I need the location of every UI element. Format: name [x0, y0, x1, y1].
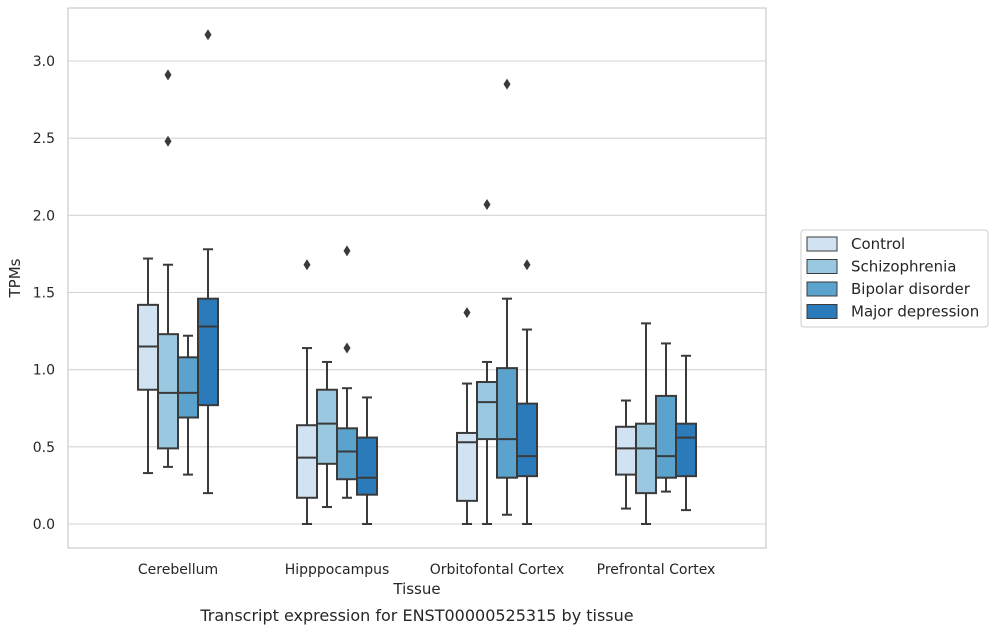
box — [137, 257, 159, 475]
box — [197, 29, 219, 495]
y-axis-label: TPMs — [6, 258, 24, 298]
series-schizophrenia — [157, 69, 657, 525]
outlier-point — [204, 29, 212, 41]
y-tick-label: 0.0 — [33, 517, 55, 533]
box-body — [316, 388, 338, 465]
legend-item: Control — [806, 235, 905, 253]
legend-label: Schizophrenia — [851, 258, 956, 276]
x-tick-label: Orbitofontal Cortex — [430, 562, 565, 578]
legend-label: Bipolar disorder — [851, 280, 971, 298]
outlier-point — [164, 69, 172, 81]
outlier-point — [503, 78, 511, 90]
legend-frame — [800, 229, 989, 328]
y-tick-label: 1.0 — [33, 363, 55, 379]
legend-item: Major depression — [806, 303, 979, 321]
legend-item: Bipolar disorder — [806, 280, 971, 298]
y-tick-label: 1.5 — [33, 286, 55, 302]
x-tick-label: Cerebellum — [138, 562, 218, 578]
box — [675, 354, 697, 512]
box-body — [635, 422, 657, 495]
box-body — [496, 367, 518, 479]
box-body — [675, 422, 697, 478]
x-axis-label: Tissue — [392, 580, 440, 598]
plot-frame — [67, 7, 767, 549]
outlier-point — [343, 245, 351, 257]
box — [356, 396, 378, 525]
outlier-point — [164, 135, 172, 147]
legend-swatch — [806, 236, 838, 252]
outlier-point — [303, 259, 311, 271]
x-tick-label: Hipppocampus — [285, 562, 390, 578]
y-tick-label: 2.0 — [33, 208, 55, 224]
x-tick-label: Prefrontal Cortex — [597, 562, 716, 578]
legend-swatch — [806, 281, 838, 297]
legend-swatch — [806, 259, 838, 274]
legend-item: Schizophrenia — [806, 258, 956, 276]
box-body — [296, 424, 318, 499]
y-tick-label: 0.5 — [33, 440, 55, 456]
box — [635, 322, 657, 525]
box — [516, 259, 538, 525]
box — [316, 360, 338, 509]
box-body — [177, 356, 199, 419]
legend-swatch — [806, 304, 838, 319]
box — [496, 78, 518, 516]
box — [456, 307, 478, 525]
outlier-point — [483, 199, 491, 211]
box-body — [655, 394, 677, 479]
legend: Control Schizophrenia Bipolar disorder Majo… — [800, 229, 989, 328]
box — [476, 199, 498, 525]
outlier-point — [523, 259, 531, 271]
chart-caption: Transcript expression for ENST0000052531… — [199, 606, 633, 625]
box — [177, 334, 199, 476]
box — [336, 245, 358, 499]
box-body — [516, 402, 538, 478]
series-bipolar-disorder — [177, 78, 677, 516]
y-tick-label: 2.5 — [33, 131, 55, 147]
legend-items: Control Schizophrenia Bipolar disorder Majo… — [806, 235, 979, 321]
box — [655, 342, 677, 493]
outlier-point — [463, 307, 471, 319]
series-control — [137, 257, 637, 525]
box-groups — [137, 29, 697, 525]
x-tick-labels: Cerebellum Hipppocampus Orbitofontal Corte… — [138, 562, 715, 578]
box-body — [157, 333, 179, 450]
box-body — [456, 431, 478, 502]
box — [615, 399, 637, 510]
series-major-depression — [197, 29, 697, 525]
box-body — [615, 425, 637, 476]
outlier-point — [343, 342, 351, 354]
box-body — [336, 427, 358, 481]
y-tick-label: 3.0 — [33, 54, 55, 70]
y-tick-labels: 0.0 0.5 1.0 1.5 2.0 2.5 3.0 — [33, 54, 55, 533]
legend-label: Major depression — [851, 303, 979, 321]
box — [157, 69, 179, 468]
box-body — [197, 297, 219, 407]
box-body — [356, 436, 378, 496]
legend-label: Control — [851, 235, 905, 253]
box-body — [476, 381, 498, 441]
